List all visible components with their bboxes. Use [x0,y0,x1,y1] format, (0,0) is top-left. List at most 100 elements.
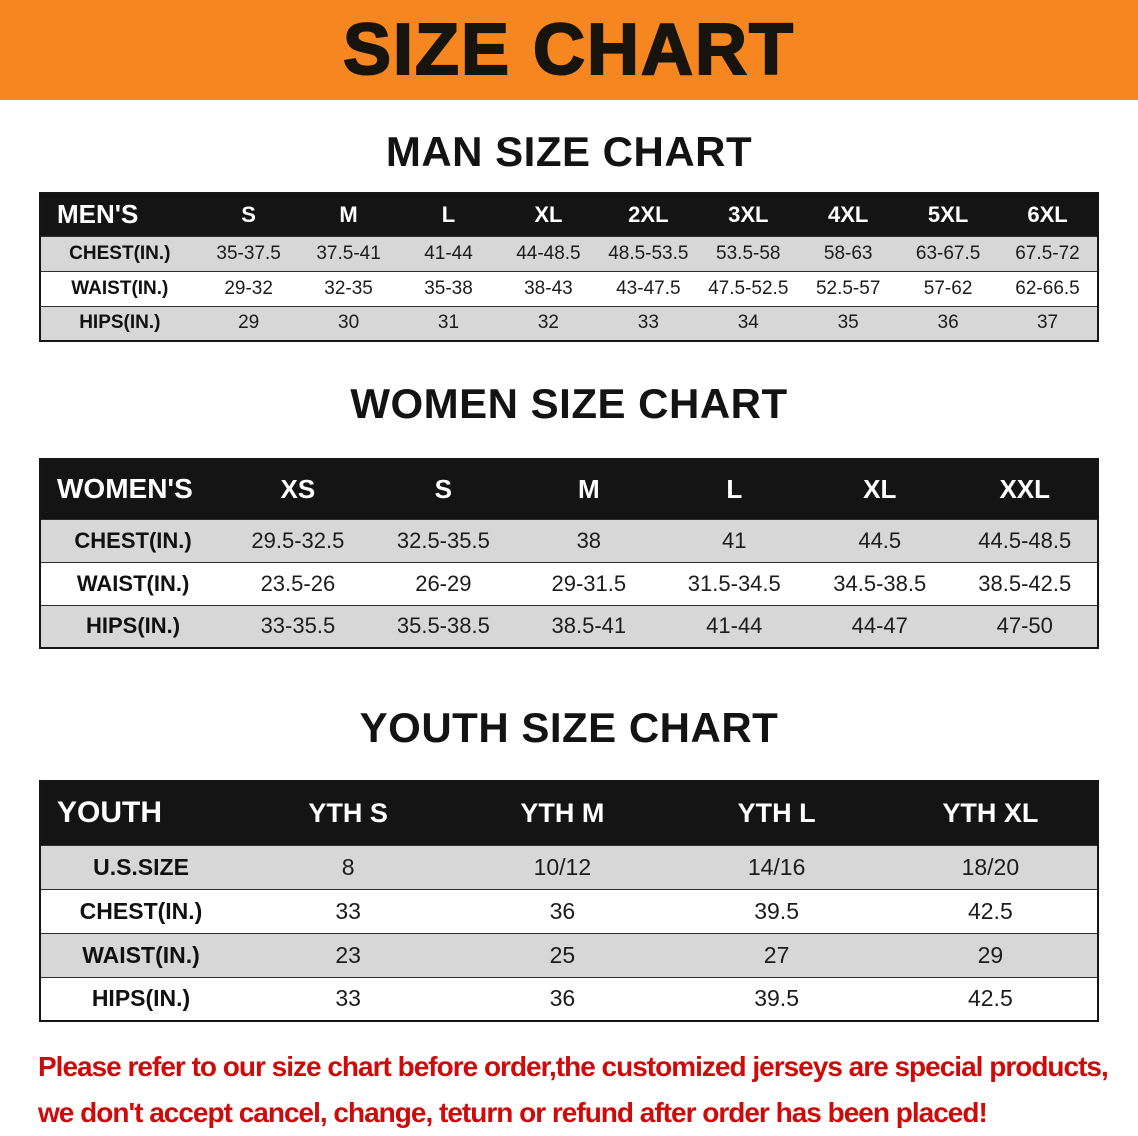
measurement-row: CHEST(IN.) 29.5-32.5 32.5-35.5 38 41 44.5 44.5… [40,518,1098,562]
row-label-cell: HIPS(IN.) [40,305,199,341]
value-cell: 38 [516,518,662,562]
value-cell: 23 [241,932,456,977]
size-header-cell: 6XL [998,193,1098,236]
row-label-cell: HIPS(IN.) [40,976,242,1021]
size-header-cell: M [516,459,662,519]
value-cell: 34 [698,305,799,341]
value-cell: 39.5 [669,976,884,1021]
value-cell: 23.5-26 [225,561,371,605]
value-cell: 41-44 [661,604,808,648]
youth-size-table: YOUTH YTH S YTH M YTH L YTH XL U.S.SIZE 8 10/1… [39,780,1099,1022]
row-label-cell: U.S.SIZE [40,844,242,889]
value-cell: 47.5-52.5 [698,270,799,306]
value-cell: 34.5-38.5 [807,561,953,605]
value-cell: 29 [198,305,299,341]
value-cell: 37 [998,305,1098,341]
size-header-cell: 3XL [698,193,799,236]
value-cell: 41 [661,518,808,562]
value-cell: 44-47 [807,604,953,648]
value-cell: 33-35.5 [225,604,371,648]
value-cell: 36 [455,888,670,933]
table-title-cell: WOMEN'S [40,459,226,519]
measurement-row: HIPS(IN.) 33 36 39.5 42.5 [40,976,1098,1021]
row-label-cell: CHEST(IN.) [40,518,226,562]
youth-size-section: YOUTH SIZE CHART YOUTH YTH S YTH M YTH L YTH… [0,704,1138,1022]
disclaimer-line-2: we don't accept cancel, change, teturn o… [38,1097,988,1128]
men-size-table: MEN'S S M L XL 2XL 3XL 4XL 5XL 6XL CHEST(IN.) 35-3… [39,192,1099,342]
banner-title: SIZE CHART [342,10,795,90]
measurement-row: CHEST(IN.) 35-37.5 37.5-41 41-44 44-48.5 48.5… [40,235,1098,271]
value-cell: 26-29 [370,561,517,605]
value-cell: 44.5-48.5 [952,518,1098,562]
value-cell: 37.5-41 [298,235,399,271]
women-size-section: WOMEN SIZE CHART WOMEN'S XS S M L XL XXL CHEST… [0,380,1138,649]
row-label-cell: CHEST(IN.) [40,235,199,271]
value-cell: 29.5-32.5 [225,518,371,562]
row-label-cell: CHEST(IN.) [40,888,242,933]
value-cell: 62-66.5 [998,270,1098,306]
measurement-row: WAIST(IN.) 23 25 27 29 [40,932,1098,977]
value-cell: 32 [498,305,599,341]
value-cell: 53.5-58 [698,235,799,271]
value-cell: 30 [298,305,399,341]
youth-section-heading: YOUTH SIZE CHART [359,704,779,751]
men-table-body: CHEST(IN.) 35-37.5 37.5-41 41-44 44-48.5 48.5… [40,235,1098,341]
size-header-cell: S [198,193,299,236]
size-header-cell: YTH S [241,781,456,845]
row-label-cell: HIPS(IN.) [40,604,226,648]
value-cell: 38.5-41 [516,604,662,648]
value-cell: 36 [455,976,670,1021]
size-header-cell: XXL [952,459,1098,519]
value-cell: 38-43 [498,270,599,306]
row-label-cell: WAIST(IN.) [40,270,199,306]
size-header-cell: S [370,459,517,519]
value-cell: 32.5-35.5 [370,518,517,562]
table-title-cell: MEN'S [40,193,199,236]
value-cell: 38.5-42.5 [952,561,1098,605]
table-title-cell: YOUTH [40,781,242,845]
size-header-cell: XL [498,193,599,236]
value-cell: 58-63 [798,235,899,271]
size-header-cell: L [661,459,808,519]
value-cell: 43-47.5 [598,270,699,306]
measurement-row: CHEST(IN.) 33 36 39.5 42.5 [40,888,1098,933]
disclaimer: Please refer to our size chart before or… [38,1044,1109,1136]
value-cell: 35.5-38.5 [370,604,517,648]
value-cell: 33 [241,888,456,933]
value-cell: 18/20 [883,844,1098,889]
value-cell: 25 [455,932,670,977]
size-header-cell: XS [225,459,371,519]
value-cell: 27 [669,932,884,977]
youth-table-body: U.S.SIZE 8 10/12 14/16 18/20 CHEST(IN.) 33 36 39… [40,844,1098,1021]
measurement-row: WAIST(IN.) 23.5-26 26-29 29-31.5 31.5-34.5 34… [40,561,1098,605]
size-header-cell: 2XL [598,193,699,236]
value-cell: 44-48.5 [498,235,599,271]
value-cell: 33 [598,305,699,341]
value-cell: 35 [798,305,899,341]
size-header-cell: YTH XL [883,781,1098,845]
size-header-cell: YTH M [455,781,670,845]
value-cell: 31.5-34.5 [661,561,808,605]
value-cell: 35-38 [398,270,499,306]
size-header-cell: 4XL [798,193,899,236]
value-cell: 35-37.5 [198,235,299,271]
measurement-row: HIPS(IN.) 33-35.5 35.5-38.5 38.5-41 41-44 44-… [40,604,1098,648]
value-cell: 44.5 [807,518,953,562]
value-cell: 29 [883,932,1098,977]
measurement-row: WAIST(IN.) 29-32 32-35 35-38 38-43 43-47.5 47.… [40,270,1098,306]
value-cell: 63-67.5 [898,235,999,271]
men-section-heading: MAN SIZE CHART [385,128,753,175]
value-cell: 42.5 [883,888,1098,933]
value-cell: 31 [398,305,499,341]
value-cell: 14/16 [669,844,884,889]
women-section-heading: WOMEN SIZE CHART [350,380,788,427]
men-header-row: MEN'S S M L XL 2XL 3XL 4XL 5XL 6XL [40,193,1098,236]
size-header-cell: XL [807,459,953,519]
women-header-row: WOMEN'S XS S M L XL XXL [40,459,1098,519]
disclaimer-line-1: Please refer to our size chart before or… [38,1051,1109,1082]
youth-header-row: YOUTH YTH S YTH M YTH L YTH XL [40,781,1098,845]
value-cell: 52.5-57 [798,270,899,306]
measurement-row: HIPS(IN.) 29 30 31 32 33 34 35 36 37 [40,305,1098,341]
value-cell: 8 [241,844,456,889]
value-cell: 29-31.5 [516,561,662,605]
